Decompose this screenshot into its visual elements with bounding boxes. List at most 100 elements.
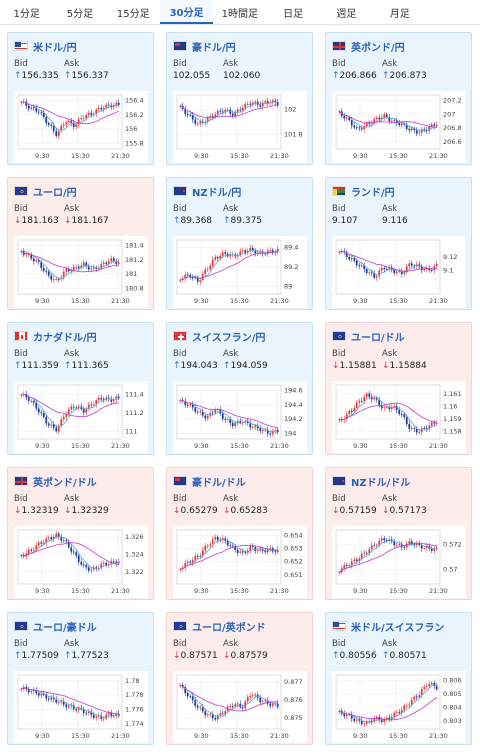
candle-body bbox=[403, 547, 406, 548]
candlestick-chart[interactable]: 0.806 0.805 0.804 0.803 9:30 15:30 21:30 bbox=[332, 671, 466, 743]
candle-body bbox=[241, 250, 244, 252]
rate-card[interactable]: 米ドル/スイスフラン Bid Ask ↑0.80556 ↑0.80571 0.806 0.8… bbox=[325, 612, 472, 745]
y-tick-label: 0.652 bbox=[284, 558, 303, 566]
candle-body bbox=[204, 415, 207, 419]
rate-card[interactable]: NZドル/円 Bid Ask ↑89.368 ↑89.375 89.4 89.2 89 9:30… bbox=[166, 177, 313, 310]
candlestick-chart[interactable]: 181.4 181.2 181 180.8 9:30 15:30 21:30 bbox=[14, 236, 148, 308]
candle-body bbox=[350, 258, 353, 260]
currency-pair[interactable]: NZドル/円 bbox=[192, 187, 242, 199]
y-tick-label: 1.776 bbox=[125, 706, 144, 714]
currency-pair[interactable]: ユーロ/ドル bbox=[351, 332, 405, 344]
bid-label: Bid bbox=[173, 639, 187, 649]
bid-number: 0.87571 bbox=[180, 651, 218, 661]
rate-card[interactable]: 豪ドル/ドル Bid Ask ↓0.65279 ↓0.65283 0.654 0.653 0.… bbox=[166, 467, 313, 600]
tab-4[interactable]: 1時間足 bbox=[221, 8, 259, 20]
card-header[interactable]: ユーロ/ドル bbox=[332, 329, 405, 344]
candle-body bbox=[398, 123, 401, 126]
card-header[interactable]: NZドル/円 bbox=[173, 184, 242, 199]
y-tick-label: 0.653 bbox=[284, 544, 303, 552]
rate-card[interactable]: 豪ドル/円 Bid Ask 102.055 102.060 102 101.8 9:30 15:… bbox=[166, 32, 313, 165]
candlestick-chart[interactable]: 111.4 111.2 111 9:30 15:30 21:30 bbox=[14, 381, 148, 453]
rate-card[interactable]: ユーロ/ドル Bid Ask ↓1.15881 ↓1.15884 1.161 1.16 1.1… bbox=[325, 322, 472, 455]
candlestick-chart[interactable]: 1.326 1.324 1.322 9:30 15:30 21:30 bbox=[14, 526, 148, 598]
tab-1[interactable]: 5分足 bbox=[66, 8, 94, 20]
currency-pair[interactable]: ユーロ/豪ドル bbox=[33, 622, 97, 634]
currency-pair[interactable]: ユーロ/円 bbox=[33, 187, 77, 199]
flag-au-icon bbox=[173, 41, 187, 51]
rate-card[interactable]: NZドル/ドル Bid Ask ↓0.57159 ↓0.57173 0.572 0.57 9:… bbox=[325, 467, 472, 600]
candle-body bbox=[360, 400, 363, 402]
ma-short-line bbox=[339, 539, 437, 573]
candlestick-chart[interactable]: 194.6 194.4 194.2 194 9:30 15:30 21:30 bbox=[173, 381, 307, 453]
candle-body bbox=[42, 112, 45, 118]
currency-pair[interactable]: 米ドル/スイスフラン bbox=[351, 622, 445, 634]
rate-card[interactable]: ランド/円 Bid Ask 9.107 9.116 9.12 9.1 9:30 15:30 21:… bbox=[325, 177, 472, 310]
currency-pair[interactable]: 米ドル/円 bbox=[33, 42, 77, 54]
currency-pair[interactable]: ランド/円 bbox=[351, 187, 395, 199]
currency-pair[interactable]: 豪ドル/円 bbox=[192, 42, 236, 54]
currency-pair[interactable]: ユーロ/英ポンド bbox=[192, 622, 266, 634]
card-header[interactable]: 豪ドル/円 bbox=[173, 39, 236, 54]
tab-5[interactable]: 日足 bbox=[283, 8, 304, 20]
rate-card[interactable]: カナダドル/円 Bid Ask ↑111.359 ↑111.365 111.4 111.2 1… bbox=[7, 322, 154, 455]
candlestick-chart[interactable]: 9.12 9.1 9:30 15:30 21:30 bbox=[332, 236, 466, 308]
currency-pair[interactable]: NZドル/ドル bbox=[351, 477, 411, 489]
tab-3[interactable]: 30分足 bbox=[159, 0, 214, 24]
tab-7[interactable]: 月足 bbox=[389, 8, 410, 20]
candlestick-chart[interactable]: 1.161 1.16 1.159 1.158 9:30 15:30 21:30 bbox=[332, 381, 466, 453]
card-header[interactable]: ランド/円 bbox=[332, 184, 395, 199]
candlestick-chart[interactable]: 156.4 156.2 156 155.8 9:30 15:30 21:30 bbox=[14, 91, 148, 163]
card-header[interactable]: 米ドル/円 bbox=[14, 39, 77, 54]
candle-body bbox=[216, 715, 219, 720]
tab-6[interactable]: 週足 bbox=[336, 8, 357, 20]
currency-pair[interactable]: 英ポンド/ドル bbox=[33, 477, 97, 489]
card-header[interactable]: 豪ドル/ドル bbox=[173, 474, 246, 489]
currency-pair[interactable]: 豪ドル/ドル bbox=[192, 477, 246, 489]
x-tick-label: 21:30 bbox=[429, 442, 448, 450]
currency-pair[interactable]: カナダドル/円 bbox=[33, 332, 97, 344]
candle-body bbox=[403, 414, 406, 418]
candlestick-chart[interactable]: 1.78 1.778 1.776 1.774 9:30 15:30 21:30 bbox=[14, 671, 148, 743]
candle-body bbox=[403, 123, 406, 125]
candle-body bbox=[415, 130, 418, 134]
card-header[interactable]: ユーロ/豪ドル bbox=[14, 619, 97, 634]
card-header[interactable]: NZドル/ドル bbox=[332, 474, 411, 489]
tab-2[interactable]: 15分足 bbox=[116, 8, 150, 20]
rate-card[interactable]: 英ポンド/円 Bid Ask ↑206.866 ↑206.873 207.2 207 206.… bbox=[325, 32, 472, 165]
card-header[interactable]: カナダドル/円 bbox=[14, 329, 97, 344]
candlestick-chart[interactable]: 102 101.8 9:30 15:30 21:30 bbox=[173, 91, 307, 163]
rate-card[interactable]: ユーロ/英ポンド Bid Ask ↓0.87571 ↓0.87579 0.877 0.876… bbox=[166, 612, 313, 745]
candle-body bbox=[105, 104, 108, 108]
candlestick-chart[interactable]: 0.572 0.57 9:30 15:30 21:30 bbox=[332, 526, 466, 598]
candle-body bbox=[100, 264, 103, 269]
direction-arrow-icon: ↑ bbox=[64, 361, 72, 371]
rate-card[interactable]: ユーロ/円 Bid Ask ↓181.163 ↓181.167 181.4 181.2 181… bbox=[7, 177, 154, 310]
candle-body bbox=[75, 708, 78, 711]
candlestick-chart[interactable]: 89.4 89.2 89 9:30 15:30 21:30 bbox=[173, 236, 307, 308]
candle-body bbox=[388, 267, 391, 269]
candle-body bbox=[271, 250, 274, 253]
tab-0[interactable]: 1分足 bbox=[13, 8, 40, 20]
candlestick-chart[interactable]: 0.654 0.653 0.652 0.651 9:30 15:30 21:30 bbox=[173, 526, 307, 598]
card-header[interactable]: 米ドル/スイスフラン bbox=[332, 619, 445, 634]
card-header[interactable]: スイスフラン/円 bbox=[173, 329, 266, 344]
candle-body bbox=[211, 259, 214, 266]
candle-body bbox=[47, 423, 50, 426]
candle-body bbox=[102, 718, 105, 720]
card-header[interactable]: 英ポンド/円 bbox=[332, 39, 405, 54]
rate-card[interactable]: 米ドル/円 Bid Ask ↑156.335 ↑156.337 156.4 156.2 156… bbox=[7, 32, 154, 165]
rate-card[interactable]: スイスフラン/円 Bid Ask ↑194.043 ↑194.059 194.6 194.4… bbox=[166, 322, 313, 455]
candle-body bbox=[42, 268, 45, 271]
candlestick-chart[interactable]: 207.2 207 206.8 206.6 9:30 15:30 21:30 bbox=[332, 91, 466, 163]
candle-body bbox=[75, 407, 78, 409]
rate-card[interactable]: ユーロ/豪ドル Bid Ask ↑1.77509 ↑1.77523 1.78 1.778 1.… bbox=[7, 612, 154, 745]
card-header[interactable]: 英ポンド/ドル bbox=[14, 474, 97, 489]
rate-card[interactable]: 英ポンド/ドル Bid Ask ↓1.32319 ↓1.32329 1.326 1.324 1… bbox=[7, 467, 154, 600]
card-header[interactable]: ユーロ/英ポンド bbox=[173, 619, 266, 634]
candlestick-chart[interactable]: 0.877 0.876 0.875 9:30 15:30 21:30 bbox=[173, 671, 307, 743]
candle-body bbox=[50, 124, 53, 126]
currency-pair[interactable]: スイスフラン/円 bbox=[192, 332, 266, 344]
card-header[interactable]: ユーロ/円 bbox=[14, 184, 77, 199]
candle-body bbox=[358, 558, 361, 562]
currency-pair[interactable]: 英ポンド/円 bbox=[351, 42, 405, 54]
